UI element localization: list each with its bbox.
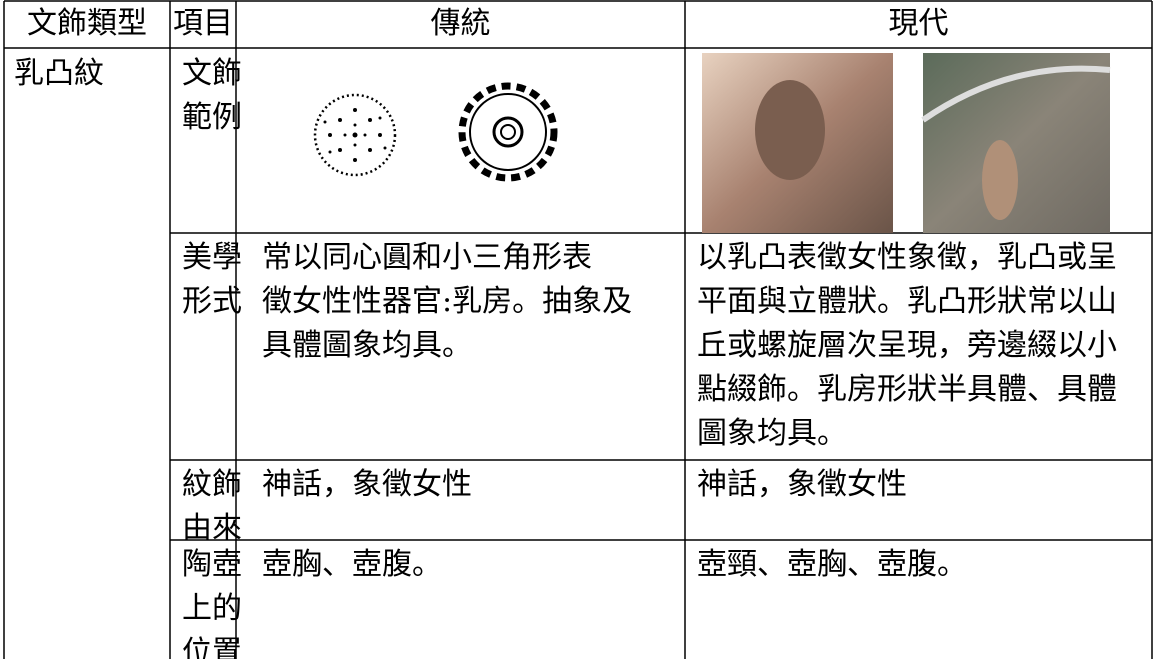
- item-label: 文飾: [182, 56, 242, 91]
- modern-text: 丘或螺旋層次呈現，旁邊綴以小: [697, 328, 1117, 363]
- modern-photos: [702, 53, 1111, 233]
- ornament-type: 乳凸紋: [14, 56, 104, 91]
- header-cell: 傳統: [430, 6, 491, 41]
- item-label: 上的: [182, 591, 242, 626]
- traditional-text: 徵女性性器官:乳房。抽象及: [262, 284, 633, 319]
- header-cell: 項目: [173, 6, 233, 41]
- item-label: 範例: [182, 100, 242, 135]
- modern-text: 壺頸、壺胸、壺腹。: [697, 547, 967, 582]
- item-label: 由來: [182, 511, 242, 546]
- modern-text: 平面與立體狀。乳凸形狀常以山: [697, 284, 1117, 319]
- header-cell: 文飾類型: [27, 6, 147, 41]
- traditional-text: 具體圖象均具。: [262, 328, 472, 363]
- modern-text: 以乳凸表徵女性象徵，乳凸或呈: [697, 240, 1117, 275]
- modern-text: 神話，象徵女性: [697, 467, 907, 502]
- item-label: 陶壺: [182, 547, 242, 582]
- traditional-text: 神話，象徵女性: [262, 467, 472, 502]
- traditional-text: 壺胸、壺腹。: [262, 547, 442, 582]
- item-label: 位置: [182, 635, 242, 659]
- modern-text: 點綴飾。乳房形狀半具體、具體: [697, 372, 1117, 407]
- traditional-images: [313, 82, 558, 182]
- item-label: 紋飾: [182, 467, 242, 502]
- item-label: 美學: [182, 240, 242, 275]
- modern-text: 圖象均具。: [697, 416, 847, 451]
- header-cell: 現代: [888, 6, 949, 41]
- traditional-text: 常以同心圓和小三角形表: [262, 240, 592, 275]
- item-label: 形式: [182, 284, 242, 319]
